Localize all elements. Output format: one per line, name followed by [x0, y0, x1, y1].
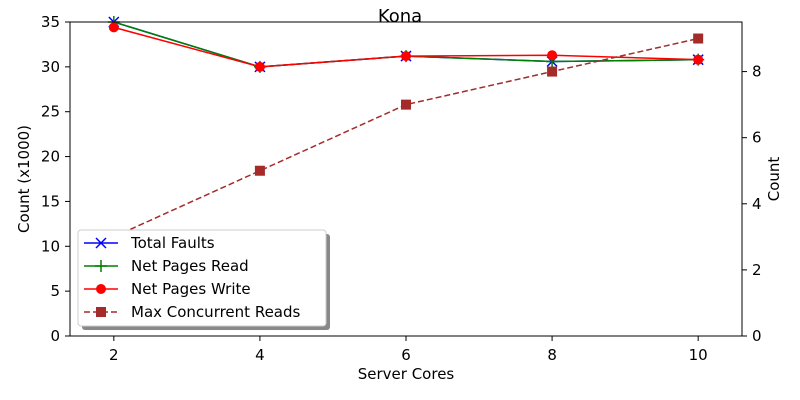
y-axis-right: 0 2 4 6 8 [742, 63, 762, 345]
data-point [108, 22, 119, 33]
y-axis-right-label: Count [765, 157, 783, 202]
legend-marker [95, 237, 107, 249]
y-right-tick-label: 8 [752, 63, 762, 81]
data-point [254, 165, 265, 176]
legend-entry: Total Faults [84, 234, 215, 252]
series-layer [107, 16, 705, 242]
legend-entry: Net Pages Read [84, 257, 249, 275]
y-right-tick-label: 6 [752, 129, 762, 147]
y-left-tick-label: 25 [41, 103, 60, 121]
x-axis: 2 4 6 8 10 [109, 336, 708, 364]
y-left-tick-label: 0 [50, 327, 60, 345]
data-point [693, 54, 704, 65]
y-left-tick-label: 30 [41, 58, 60, 76]
x-axis-label: Server Cores [358, 365, 455, 383]
legend-box [77, 229, 327, 327]
series-3 [108, 33, 704, 242]
data-point [401, 51, 411, 62]
y-axis-left-label: Count (x1000) [15, 125, 33, 233]
data-point [547, 50, 558, 61]
y-left-tick-label: 10 [41, 237, 60, 255]
legend-label: Net Pages Write [131, 280, 251, 298]
y-right-tick-label: 2 [752, 261, 762, 279]
y-left-tick-label: 5 [50, 282, 60, 300]
legend-marker [96, 307, 106, 317]
y-right-tick-label: 4 [752, 195, 762, 213]
legend-label: Total Faults [130, 234, 215, 252]
data-point [547, 66, 558, 77]
legend-entry: Max Concurrent Reads [84, 303, 301, 321]
x-tick-label: 6 [401, 346, 411, 364]
data-point [693, 33, 704, 44]
y-left-tick-label: 15 [41, 192, 60, 210]
series-2 [108, 22, 704, 72]
x-tick-label: 4 [255, 346, 265, 364]
data-point [401, 99, 411, 110]
legend-marker [95, 260, 107, 272]
x-tick-label: 2 [109, 346, 119, 364]
legend-entry: Net Pages Write [84, 280, 251, 298]
legend: Total Faults Net Pages Read Net Pages Writ… [77, 229, 330, 330]
data-point [254, 61, 265, 72]
legend-items: Total Faults Net Pages Read Net Pages Writ… [84, 234, 301, 321]
x-tick-label: 8 [547, 346, 557, 364]
y-left-tick-label: 20 [41, 148, 60, 166]
legend-marker [96, 284, 106, 294]
y-right-tick-label: 0 [752, 327, 762, 345]
legend-label: Net Pages Read [131, 257, 249, 275]
y-left-tick-label: 35 [41, 13, 60, 31]
legend-label: Max Concurrent Reads [131, 303, 301, 321]
y-axis-left: 0 5 10 15 20 25 30 35 [41, 13, 70, 345]
x-tick-label: 10 [689, 346, 708, 364]
chart-title: Kona [378, 6, 422, 27]
